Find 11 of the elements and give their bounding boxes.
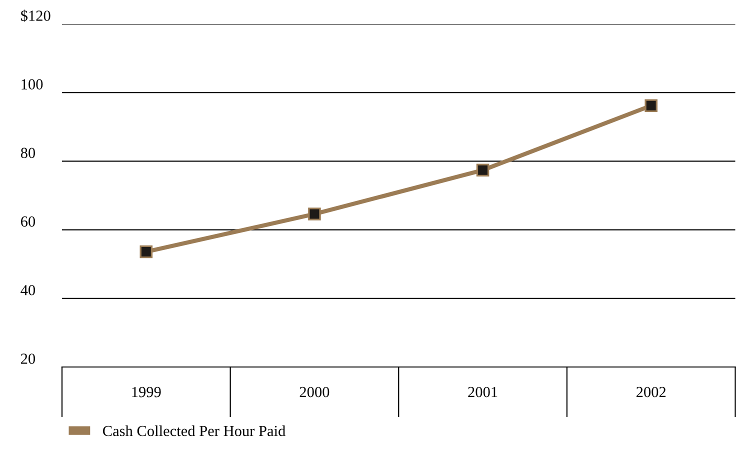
y-tick-label: 20 (21, 354, 36, 364)
y-tick-label: $120 (20, 10, 50, 22)
y-tick-label: 40 (20, 284, 36, 296)
x-tick-label: 2002 (636, 386, 666, 398)
y-tick-label: 60 (20, 216, 36, 227)
y-tick-label: 100 (22, 79, 43, 90)
y-tick-label: 80 (20, 148, 36, 158)
x-tick-label: 2000 (300, 386, 330, 398)
x-tick-label: 2001 (468, 386, 498, 398)
x-tick-label: 1999 (132, 386, 161, 398)
legend-label: Cash Collected Per Hour Paid (102, 425, 286, 436)
